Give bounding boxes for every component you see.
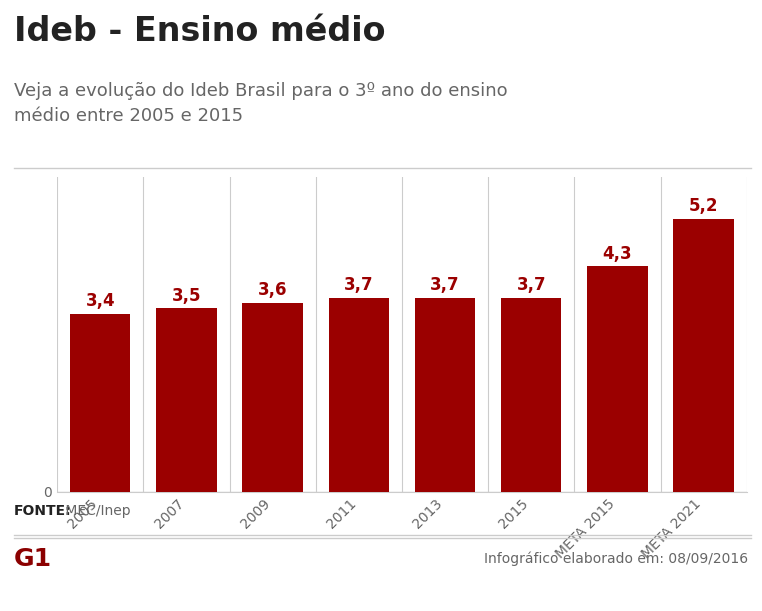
Text: 3,7: 3,7 xyxy=(431,276,460,294)
Bar xyxy=(156,309,216,492)
Bar xyxy=(415,298,475,492)
Text: 3,4: 3,4 xyxy=(85,292,115,310)
Text: FONTE:: FONTE: xyxy=(14,504,72,518)
Text: MEC/Inep: MEC/Inep xyxy=(61,504,130,518)
Bar xyxy=(70,313,130,492)
Text: 3,7: 3,7 xyxy=(344,276,373,294)
Text: 3,6: 3,6 xyxy=(258,282,287,299)
Bar xyxy=(242,303,303,492)
Text: 3,7: 3,7 xyxy=(517,276,546,294)
Text: Infográfico elaborado em: 08/09/2016: Infográfico elaborado em: 08/09/2016 xyxy=(484,552,748,566)
Bar xyxy=(588,266,648,492)
Bar xyxy=(328,298,389,492)
Text: Ideb - Ensino médio: Ideb - Ensino médio xyxy=(14,15,386,48)
Text: Veja a evolução do Ideb Brasil para o 3º ano do ensino
médio entre 2005 e 2015: Veja a evolução do Ideb Brasil para o 3º… xyxy=(14,82,507,125)
Bar xyxy=(674,219,734,492)
Text: G1: G1 xyxy=(14,547,52,571)
Bar xyxy=(501,298,562,492)
Text: 4,3: 4,3 xyxy=(603,244,632,263)
Text: 5,2: 5,2 xyxy=(689,197,719,216)
Text: 3,5: 3,5 xyxy=(171,287,201,305)
